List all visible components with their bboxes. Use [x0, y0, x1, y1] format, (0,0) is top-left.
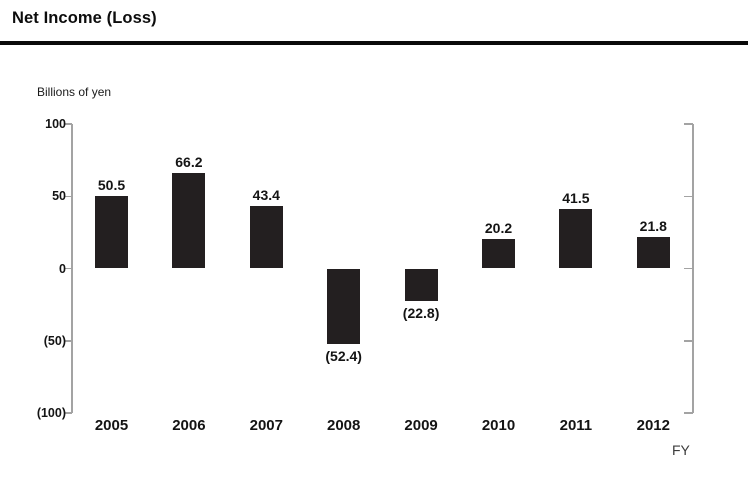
- bar: [636, 236, 670, 269]
- y-tick-label: 50: [52, 189, 66, 204]
- y-tick-label: 100: [45, 117, 66, 131]
- bar-value-label: 41.5: [562, 189, 590, 206]
- y-tick-label: 0: [59, 261, 66, 276]
- y-axis-tick-left: [65, 267, 72, 270]
- bar: [95, 195, 128, 269]
- bar: [482, 239, 515, 269]
- bar: [249, 205, 283, 269]
- chart-title: Net Income (Loss): [12, 9, 157, 27]
- x-tick-label: 2005: [94, 417, 129, 434]
- y-axis-tick-right: [684, 123, 693, 125]
- y-tick-label: (100): [36, 406, 66, 420]
- y-tick-label: (50): [43, 333, 66, 348]
- bar-value-label: (52.4): [325, 348, 362, 365]
- x-tick-label: 2006: [172, 417, 206, 434]
- bar-value-label: 43.4: [252, 186, 280, 203]
- x-tick-label: 2007: [249, 417, 283, 434]
- bar-value-label: 50.5: [97, 176, 126, 193]
- bar: [559, 208, 593, 269]
- x-tick-label: 2009: [404, 417, 438, 434]
- bar-value-label: (22.8): [402, 305, 440, 322]
- y-axis-tick-left: [65, 195, 72, 197]
- title-divider: [0, 41, 748, 45]
- x-tick-label: 2012: [636, 417, 670, 434]
- bar-value-label: 21.8: [639, 217, 667, 234]
- y-axis-left: [71, 124, 73, 413]
- y-axis-right: [692, 124, 694, 413]
- y-axis-tick-left: [65, 412, 72, 414]
- bar-value-label: 20.2: [484, 220, 513, 237]
- y-axis-tick-left: [65, 123, 72, 125]
- y-axis-tick-right: [684, 340, 693, 342]
- y-axis-tick-right: [684, 195, 693, 197]
- bar: [327, 268, 361, 345]
- y-axis-tick-right: [684, 412, 693, 414]
- y-axis-tick-right: [684, 267, 693, 270]
- x-tick-label: 2008: [327, 417, 361, 434]
- bar: [404, 268, 438, 302]
- x-tick-label: 2010: [481, 417, 516, 434]
- x-tick-label: 2011: [559, 417, 593, 434]
- bar: [172, 172, 206, 269]
- y-axis-tick-left: [65, 340, 72, 342]
- bar-value-label: 66.2: [175, 153, 203, 170]
- x-axis-unit-label: FY: [672, 442, 690, 458]
- unit-label: Billions of yen: [37, 85, 112, 99]
